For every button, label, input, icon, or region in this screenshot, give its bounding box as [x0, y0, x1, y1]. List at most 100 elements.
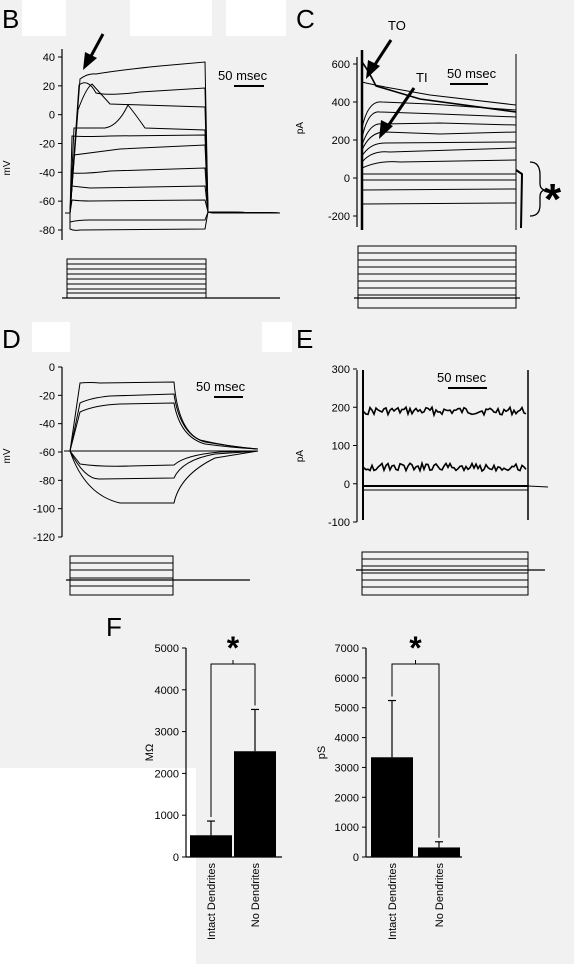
bar-y-tick-label: 2000: [155, 768, 179, 780]
panel-label-f: F: [106, 612, 122, 642]
bar-y-tick-label: 7000: [335, 643, 359, 655]
c-to-arrow: [372, 39, 393, 67]
bar: [418, 847, 460, 857]
bar-y-tick-label: 5000: [155, 643, 179, 655]
panel-c: 600 400 200 0 -200 pA 50 msec TO TI: [295, 18, 562, 309]
bar-y-tick-label: 2000: [335, 792, 359, 804]
bar-category-label: Intact Dendrites: [387, 863, 399, 941]
b-command-steps: [62, 258, 280, 299]
c-brace: [529, 161, 547, 217]
bar-y-tick-label: 4000: [335, 733, 359, 745]
panel-e: 300 200 100 0 -100 pA 50 msec: [295, 364, 549, 596]
e-ylabel: pA: [295, 450, 306, 463]
e-tick-label: -100: [328, 517, 350, 529]
c-traces: [360, 50, 524, 230]
significance-star: *: [227, 630, 240, 666]
e-tick-label: 0: [344, 479, 350, 491]
bar-chart-conductance: 0 1000 2000 3000 4000 5000 6000 7000 pS Intact De…: [316, 630, 462, 940]
d-tick-label: -20: [39, 390, 55, 402]
b-trace: [65, 61, 281, 214]
e-tick-label: 300: [332, 364, 350, 376]
b-trace: [65, 211, 281, 223]
significance-star: *: [409, 630, 422, 666]
panel-label-b: B: [2, 4, 20, 34]
b-trace: [65, 83, 281, 214]
b-ylabel: mV: [2, 160, 13, 175]
b-tick-label: -80: [39, 225, 55, 237]
c-ti-arrow: [386, 87, 416, 127]
bar-y-tick-label: 5000: [335, 703, 359, 715]
panel-b: 40 20 0 -20 -40 -60 -80 mV 50 msec: [2, 33, 281, 299]
bar-category-label: Intact Dendrites: [206, 863, 218, 941]
panel-label-e: E: [296, 324, 314, 354]
b-traces: [65, 61, 281, 231]
d-tick-label: 0: [49, 362, 55, 374]
bar-y-tick-label: 6000: [335, 673, 359, 685]
b-trace: [65, 199, 281, 214]
bar: [371, 757, 413, 857]
bar-chart-resistance: 0 1000 2000 3000 4000 5000 MΩ Intact Dendrites N…: [144, 630, 282, 940]
bar-y-tick-label: 0: [173, 852, 179, 864]
b-tick-label: -40: [39, 167, 55, 179]
blank-patch: [32, 322, 70, 352]
b-trace: [65, 134, 281, 214]
d-traces: [64, 381, 259, 504]
d-tick-label: -100: [33, 504, 55, 516]
figure-bottom-left-blank: [0, 768, 196, 964]
bar-y-tick-label: 1000: [155, 810, 179, 822]
c-tick-label: 600: [332, 59, 350, 71]
bar-y-tick-label: 1000: [335, 822, 359, 834]
panel-label-d: D: [2, 324, 21, 354]
c-tick-label: -200: [328, 211, 350, 223]
b-trace: [65, 185, 281, 214]
bar-category-label: No Dendrites: [434, 863, 446, 928]
b-arrow-head: [83, 52, 97, 70]
d-tick-label: -60: [39, 447, 55, 459]
blank-patch: [130, 0, 212, 36]
bar-y-tick-label: 4000: [155, 685, 179, 697]
bar: [234, 751, 276, 857]
e-command-steps: [356, 551, 545, 596]
c-star: *: [544, 175, 562, 224]
d-ticks: 0 -20 -40 -60 -80 -100 -120: [33, 362, 62, 544]
blank-patch: [22, 0, 66, 36]
b-trace: [65, 82, 281, 214]
b-trace: [65, 167, 281, 214]
bar-y-axis-label: MΩ: [144, 744, 156, 761]
blank-patch: [262, 322, 292, 352]
e-ticks: 300 200 100 0 -100: [328, 364, 357, 529]
e-tick-label: 200: [332, 402, 350, 414]
b-trace: [65, 104, 281, 214]
c-tick-label: 400: [332, 97, 350, 109]
e-traces: [362, 370, 549, 520]
c-tick-label: 0: [344, 173, 350, 185]
bar-y-axis-label: pS: [316, 746, 328, 759]
b-arrow: [88, 33, 105, 59]
b-tick-label: 0: [49, 110, 55, 122]
d-scalebar-label: 50 msec: [196, 379, 246, 394]
b-tick-label: -60: [39, 196, 55, 208]
d-tick-label: -120: [33, 532, 55, 544]
d-ylabel: mV: [2, 448, 13, 463]
d-command-steps: [66, 555, 250, 596]
panel-d: 0 -20 -40 -60 -80 -100 -120 mV 50 msec: [2, 362, 259, 596]
c-ti-label: TI: [416, 70, 428, 85]
b-trace: [65, 144, 281, 214]
b-tick-label: -20: [39, 139, 55, 151]
c-ticks: 600 400 200 0 -200: [328, 59, 357, 223]
bar-category-label: No Dendrites: [250, 863, 262, 928]
b-scalebar-label: 50 msec: [218, 68, 268, 83]
c-tick-label: 200: [332, 135, 350, 147]
c-to-arrow-head: [366, 60, 380, 79]
e-tick-label: 100: [332, 441, 350, 453]
c-to-label: TO: [388, 18, 406, 33]
c-scalebar-label: 50 msec: [447, 66, 497, 81]
c-ylabel: pA: [295, 122, 306, 135]
b-tick-label: 40: [43, 52, 55, 64]
e-scalebar-label: 50 msec: [437, 370, 487, 385]
bar-y-tick-label: 3000: [155, 727, 179, 739]
panel-label-c: C: [296, 4, 315, 34]
b-tick-label: 20: [43, 81, 55, 93]
b-ticks: 40 20 0 -20 -40 -60 -80: [39, 52, 62, 237]
